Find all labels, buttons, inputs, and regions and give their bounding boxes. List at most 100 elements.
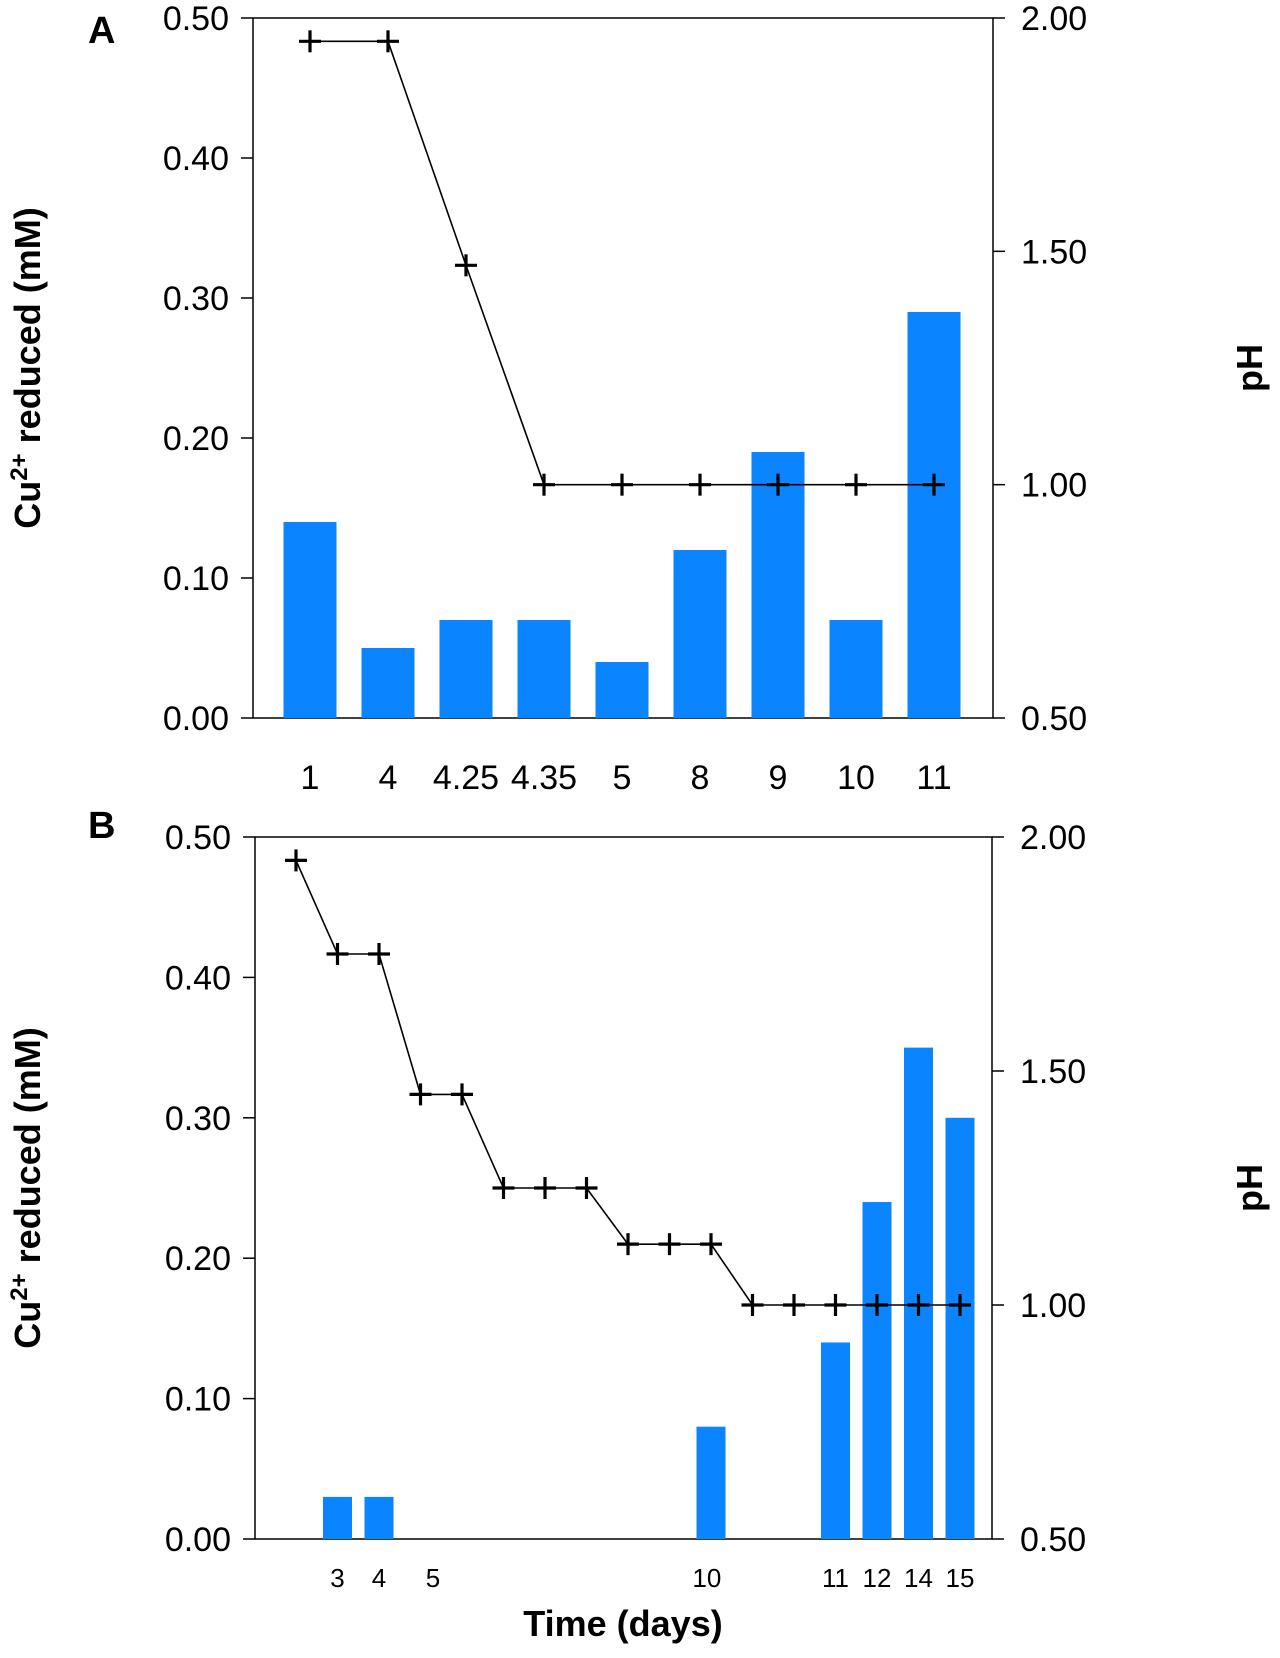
b-x-tick-label: 11 [822,1563,849,1593]
a-bar [907,312,961,718]
b-x-tick-label: 15 [946,1563,975,1593]
b-ph-marker [285,849,307,872]
a-x-tick-label: 4.25 [433,759,499,797]
b-ph-marker [409,1083,432,1106]
b-x-tick-label: 14 [904,1563,933,1593]
a-y-tick-label: 0.50 [163,0,229,38]
a-ph-marker [845,473,867,496]
b-ph-marker [534,1177,556,1199]
panel-a-y-axis-title: Cu2+ reduced (mM) [6,207,48,528]
panel-b-ph-line [285,849,971,1316]
a-ph-marker [689,473,711,496]
a-x-tick-label: 10 [837,759,875,797]
b-bar [945,1117,975,1539]
b-x-tick-label: 4 [372,1563,386,1593]
panel-b-y-axis-title: Cu2+ reduced (mM) [6,1027,48,1348]
a-x-tick-label: 4.35 [511,759,577,797]
b-ph-marker [824,1294,847,1316]
panel-b-ylabel-sup: 2+ [6,1273,33,1300]
b-y-tick-label: 0.00 [165,1521,231,1559]
b-ph-marker [575,1177,598,1199]
b-ph-marker [700,1233,722,1256]
panel-a-bars [283,312,961,718]
b-ph-marker [866,1294,888,1316]
panel-b-y2-axis: 0.50 1.00 1.50 2.00 [992,819,1086,1559]
b-ph-marker [783,1294,805,1316]
b-ph-marker [492,1177,515,1199]
a-ph-marker [611,473,633,496]
a-ph-marker [299,30,321,53]
a-y2-tick-label: 1.00 [1021,467,1087,505]
a-y-tick-label: 0.10 [163,560,229,598]
a-x-tick-label: 9 [769,759,788,797]
b-x-tick-label: 12 [863,1563,892,1593]
a-y-tick-label: 0.40 [163,140,229,178]
panel-b-y-axis: 0.00 0.10 0.20 0.30 0.40 0.50 [165,819,255,1559]
panel-a-ylabel-base: Cu [7,481,48,529]
b-ph-marker [326,943,349,965]
panel-b-letter: B [88,805,115,847]
a-bar [283,522,337,718]
b-y2-tick-label: 1.50 [1020,1053,1086,1091]
a-bar [673,550,727,718]
b-y2-tick-label: 2.00 [1020,819,1086,857]
b-bar [904,1047,933,1539]
a-ph-marker [767,473,789,496]
a-y-tick-label: 0.20 [163,420,229,458]
b-ph-marker [368,943,390,965]
b-y-tick-label: 0.50 [165,819,231,857]
b-y-tick-label: 0.30 [165,1100,231,1138]
panel-a-y-axis: 0.00 0.10 0.20 0.30 0.40 0.50 [163,0,253,738]
b-ph-marker [451,1083,473,1106]
a-y2-tick-label: 2.00 [1021,0,1087,38]
b-ph-marker [617,1233,639,1256]
a-bar [439,620,493,718]
a-y2-tick-label: 1.50 [1021,233,1087,271]
b-ph-marker [949,1294,971,1316]
a-x-tick-label: 1 [301,759,320,797]
panel-a-ylabel-sup: 2+ [6,453,33,480]
b-bar [862,1202,892,1539]
b-y2-tick-label: 1.00 [1020,1287,1086,1325]
b-y-tick-label: 0.20 [165,1240,231,1278]
a-y-tick-label: 0.30 [163,280,229,318]
a-ph-marker [923,473,945,496]
panel-b-x-axis: 3 4 5 10 11 12 14 15 [330,1563,974,1593]
a-ph-marker [377,30,399,53]
a-bar [829,620,883,718]
b-ph-marker [741,1294,764,1316]
panel-a-y2-axis-title: pH [1229,344,1270,392]
a-ph-marker [533,473,555,496]
b-bar [696,1426,726,1539]
b-y-tick-label: 0.40 [165,959,231,997]
a-bar [517,620,571,718]
panel-a-plot-frame [252,17,994,719]
b-ph-marker [658,1233,681,1256]
a-x-tick-label: 4 [379,759,398,797]
panel-a-y2-axis: 0.50 1.00 1.50 2.00 [993,0,1087,738]
panel-a: A 0.00 0.10 0.20 0.30 0.40 0.50 0.50 1.00 1.50 2… [6,0,1270,797]
b-ph-marker [907,1294,930,1316]
panel-b-y2-axis-title: pH [1229,1164,1270,1212]
a-ph-polyline [310,40,934,486]
a-y-tick-label: 0.00 [163,700,229,738]
panel-b-x-axis-title: Time (days) [523,1603,722,1644]
a-y2-tick-label: 0.50 [1021,700,1087,738]
panel-b-bars [323,1047,975,1539]
panel-b-plot-frame [254,836,993,1540]
b-bar [323,1496,352,1539]
b-bar [364,1496,394,1539]
a-bar [751,452,805,718]
panel-a-ylabel-rest: reduced (mM) [7,207,48,453]
a-x-tick-label: 8 [691,759,710,797]
b-x-tick-label: 10 [692,1563,721,1593]
panel-b: B 0.00 0.10 0.20 0.30 0.40 0.50 0.50 1.00 1.50 2… [6,805,1270,1644]
b-x-tick-label: 3 [330,1563,344,1593]
panel-a-ph-line [299,30,945,496]
a-ph-marker [455,254,477,277]
panel-a-x-axis: 1 4 4.25 4.35 5 8 9 10 11 [301,759,952,797]
a-x-tick-label: 5 [613,759,632,797]
panel-b-ylabel-rest: reduced (mM) [7,1027,48,1273]
a-bar [595,662,649,718]
